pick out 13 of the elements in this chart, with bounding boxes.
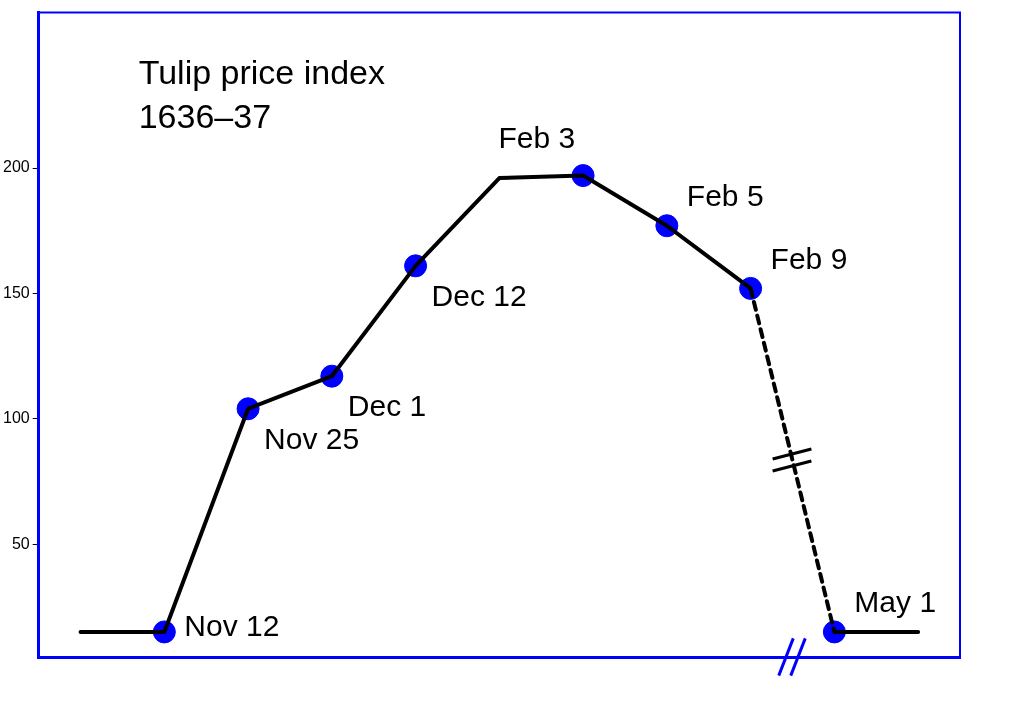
- annotation: Feb 5: [686, 178, 764, 212]
- y-tick-label: 100: [2, 409, 30, 427]
- annotation: Dec 12: [431, 279, 527, 313]
- text: Tulip price index 1636–37: [138, 52, 386, 135]
- annotation: Feb 3: [498, 120, 576, 154]
- annotation: May 1: [854, 585, 937, 619]
- annotation: Feb 9: [770, 241, 848, 275]
- y-tick-label: 50: [11, 534, 30, 552]
- y-tick-label: 200: [2, 158, 30, 176]
- annotation: Nov 25: [264, 422, 360, 456]
- annotation: Nov 12: [184, 609, 280, 643]
- annotation: Dec 1: [347, 389, 427, 423]
- y-tick-label: 150: [2, 283, 30, 301]
